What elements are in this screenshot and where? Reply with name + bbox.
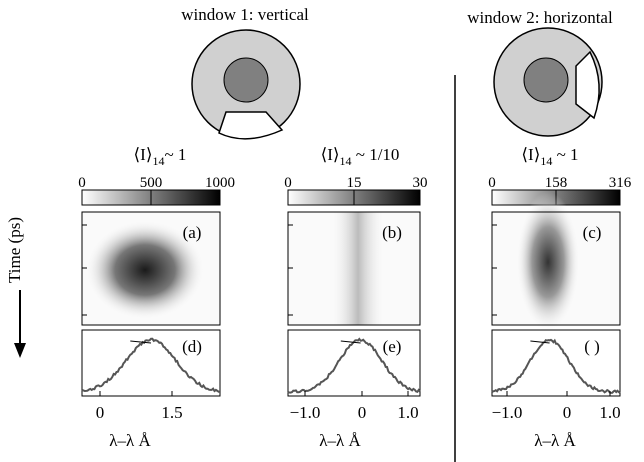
time-arrow-head [14, 343, 26, 358]
panel-label: (c) [583, 223, 602, 242]
colorbar-tick-label: 0 [78, 175, 86, 191]
x-axis-label: λ–λ Å [534, 431, 576, 450]
colorbar-tick-label: 1000 [205, 175, 235, 191]
intensity-bracket: ⟨I⟩ [521, 145, 540, 164]
window-diagram [494, 28, 602, 136]
panel-label: ( ) [584, 337, 600, 356]
intensity-bracket: ⟨I⟩ [134, 145, 153, 164]
intensity-rest: ~ 1/10 [352, 145, 400, 164]
colorbar-tick-label: 30 [413, 175, 428, 191]
colorbar-tick-label: 0 [488, 175, 496, 191]
image-signal [516, 192, 580, 332]
x-tick-label: 1.0 [397, 403, 418, 422]
x-tick-label: −1.0 [492, 403, 523, 422]
x-tick-label: 0 [563, 403, 572, 422]
intensity-label: ⟨I⟩14~ 1 [134, 145, 187, 168]
intensity-rest: ~ 1 [552, 145, 578, 164]
colorbar-tick-label: 15 [347, 175, 362, 191]
y-axis-label: Time (ps) [5, 217, 24, 283]
panel-label: (b) [382, 223, 402, 242]
intensity-bracket: ⟨I⟩ [321, 145, 340, 164]
x-tick-label: −1.0 [290, 403, 321, 422]
window-label: window 2: horizontal [467, 8, 613, 27]
colorbar-tick-label: 500 [140, 175, 163, 191]
intensity-rest: ~ 1 [164, 145, 186, 164]
intensity-sub: 14 [540, 154, 552, 168]
x-tick-label: 1.0 [599, 403, 620, 422]
intensity-label: ⟨I⟩14 ~ 1/10 [321, 145, 400, 168]
intensity-label: ⟨I⟩14 ~ 1 [521, 145, 578, 168]
x-tick-label: 0 [96, 403, 105, 422]
colorbar-tick-label: 316 [609, 175, 632, 191]
x-axis-label: λ–λ Å [109, 431, 151, 450]
window-label: window 1: vertical [181, 5, 309, 24]
intensity-sub: 14 [340, 154, 352, 168]
x-axis-label: λ–λ Å [319, 431, 361, 450]
x-tick-label: 1.5 [161, 403, 182, 422]
panel-label: (e) [383, 337, 402, 356]
panel-label: (d) [182, 337, 202, 356]
x-tick-label: 0 [358, 403, 367, 422]
window-diagram [192, 30, 300, 139]
panel-label: (a) [183, 223, 202, 242]
colorbar-tick-label: 158 [545, 175, 568, 191]
image-signal [330, 212, 386, 325]
colorbar-tick-label: 0 [284, 175, 292, 191]
intensity-sub: 14 [152, 154, 164, 168]
